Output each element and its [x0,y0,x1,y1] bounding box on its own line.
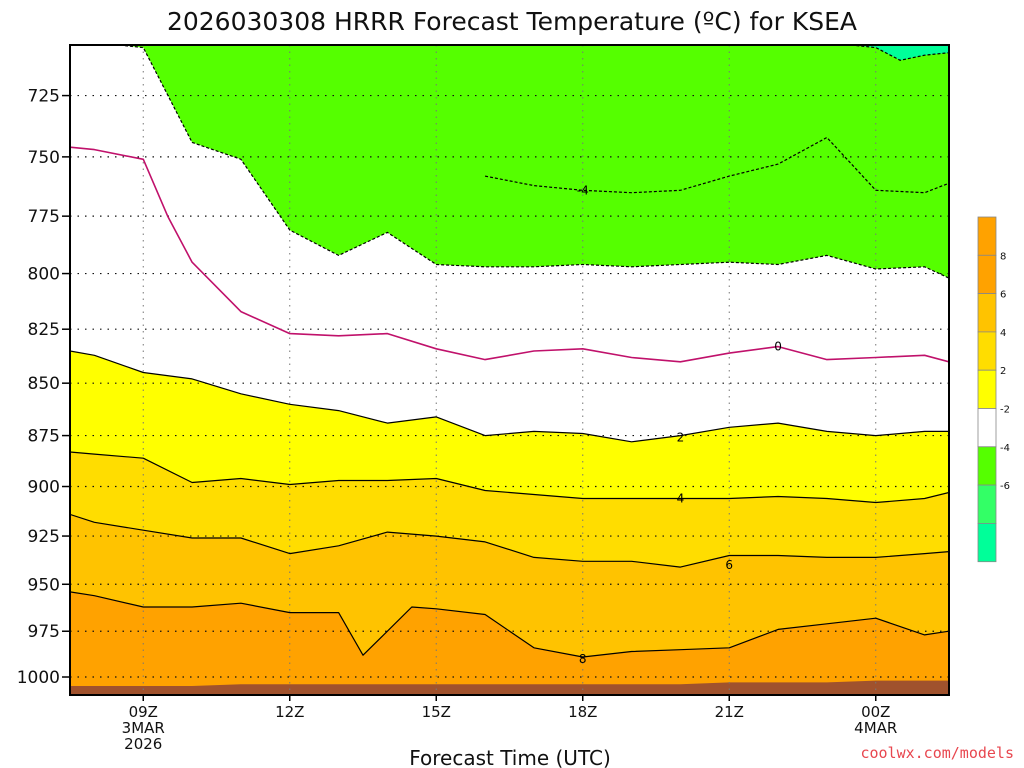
xtick-label-15Z-0: 15Z [422,703,451,721]
ytick-label-800: 800 [28,265,60,285]
colorbar-segment-0 [977,216,997,256]
ytick-label-850: 850 [28,374,60,394]
colorbar-label-8: 8 [1000,251,1006,262]
ytick-label-925: 925 [28,527,60,547]
ytick-label-750: 750 [28,148,60,168]
colorbar-label-2: 2 [1000,366,1006,377]
xtick-label-00Z-0: 00Z [861,703,890,721]
colorbar-segment-4 [977,369,997,409]
isotherm-layer [70,45,949,658]
xtick-label-21Z-0: 21Z [715,703,744,721]
xtick-label-18Z-0: 18Z [568,703,597,721]
ytick-label-775: 775 [28,207,60,227]
isotherm-4 [70,451,949,504]
isotherm-label-8: 8 [579,652,587,666]
ytick-label-950: 950 [28,575,60,595]
x-axis-title: Forecast Time (UTC) [409,746,611,768]
xtick-label-12Z-0: 12Z [275,703,304,721]
xtick-label-09Z-2: 2026 [124,735,162,753]
ytick-label-1000: 1000 [17,668,60,688]
colorbar-segment-1 [977,254,997,295]
isotherm-label-2: 2 [677,431,685,445]
xtick-label-09Z-0: 09Z [129,703,158,721]
isotherm-label-4: 4 [677,492,685,506]
fill-band-minus4-to-minus2 [70,45,949,279]
colorbar-label--6: -6 [1000,481,1010,492]
chart-title: 2026030308 HRRR Forecast Temperature (ºC… [167,7,857,36]
isotherm-6 [70,513,949,568]
colorbar-segment-7 [977,484,997,524]
fill-band-below-minus6 [851,45,949,61]
y-axis: 725 750 775 800 825 850 875 900 925 950 975 1000 [17,87,70,688]
isotherm--4-upper [484,136,949,194]
colorbar-legend: 8 6 4 2 -2 -4 -6 [977,216,1010,563]
colorbar-label-4: 4 [1000,328,1006,339]
isotherm-label-6: 6 [725,558,733,572]
colorbar-label-6: 6 [1000,290,1006,301]
isotherm-2 [70,350,949,443]
ytick-label-975: 975 [28,622,60,642]
isotherm-8 [70,591,949,658]
grid-layer [70,45,949,695]
isotherm-label-0: 0 [774,340,782,354]
colorbar-label--2: -2 [1000,405,1010,416]
ytick-label-825: 825 [28,320,60,340]
plot-frame [69,44,950,696]
ytick-label-875: 875 [28,427,60,447]
ytick-label-900: 900 [28,478,60,498]
xtick-label-00Z-1: 4MAR [854,719,897,737]
colorbar-segment-6 [977,446,997,486]
colorbar-segment-8 [977,523,997,563]
isotherm-label--4: -4 [577,183,589,197]
colorbar-label--4: -4 [1000,443,1010,454]
ytick-label-725: 725 [28,87,60,107]
ground-surface [70,680,949,695]
colorbar-segment-3 [977,331,997,371]
isotherm--6 [851,45,949,61]
isotherm-0 [70,146,949,363]
isotherm-label-layer: -4 0 2 4 6 8 [577,183,782,666]
credit-text: coolwx.com/models [860,744,1014,762]
colorbar-segment-5 [977,408,997,448]
isotherm--4 [70,45,949,279]
colorbar-segment-2 [977,293,997,333]
xtick-label-09Z-1: 3MAR [122,719,165,737]
